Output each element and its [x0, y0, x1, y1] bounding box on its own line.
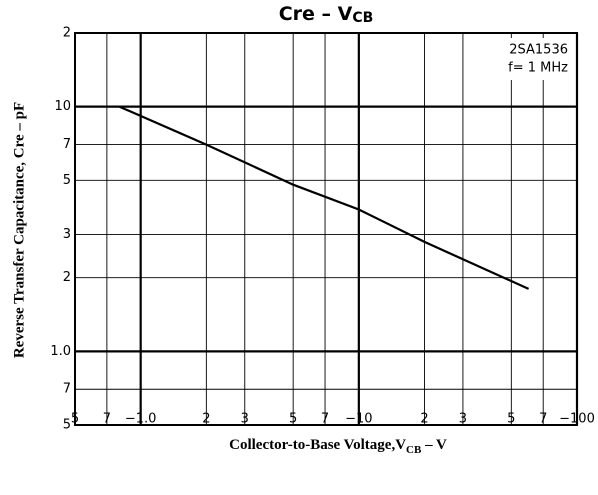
title-main: Cre – V [279, 3, 353, 25]
x-tick-label: 7 [539, 412, 547, 427]
y-tick-label: 10 [54, 99, 71, 114]
data-line [119, 105, 530, 290]
x-label-unit: – V [421, 437, 447, 453]
title-sub: CB [352, 10, 373, 26]
y-tick-label: 5 [63, 418, 71, 433]
x-axis-label: Collector-to-Base Voltage,VCB – V [229, 437, 447, 455]
y-tick-label: 7 [63, 382, 71, 397]
x-tick-label: 7 [103, 412, 111, 427]
x-tick-label: 2 [202, 412, 210, 427]
annotation-box [470, 38, 574, 80]
annotation: f= 1 MHz [508, 61, 568, 76]
y-tick-label: 2 [63, 270, 71, 285]
y-tick-label: 1.0 [50, 344, 71, 359]
y-tick-label: 5 [63, 173, 71, 188]
x-tick-label: 5 [289, 412, 297, 427]
annotation: 2SA1536 [509, 43, 568, 58]
x-tick-label: −100 [559, 412, 595, 427]
x-label-main: Collector-to-Base Voltage,V [229, 437, 406, 453]
x-tick-label: 2 [420, 412, 428, 427]
x-tick-label: −1.0 [125, 412, 157, 427]
chart-title: Cre – VCB [279, 3, 374, 27]
x-tick-label: 3 [459, 412, 467, 427]
y-axis-label: Reverse Transfer Capacitance, Cre – pF [11, 102, 27, 358]
y-tick-label: 7 [63, 137, 71, 152]
x-tick-label: 7 [321, 412, 329, 427]
x-label-sub: CB [406, 444, 422, 456]
x-tick-label: 5 [507, 412, 515, 427]
x-tick-label: −10 [345, 412, 372, 427]
x-tick-label: 5 [71, 412, 79, 427]
x-tick-label: 3 [241, 412, 249, 427]
y-tick-label: 2 [63, 26, 71, 41]
y-tick-label: 3 [63, 227, 71, 242]
plot-frame [74, 32, 578, 426]
